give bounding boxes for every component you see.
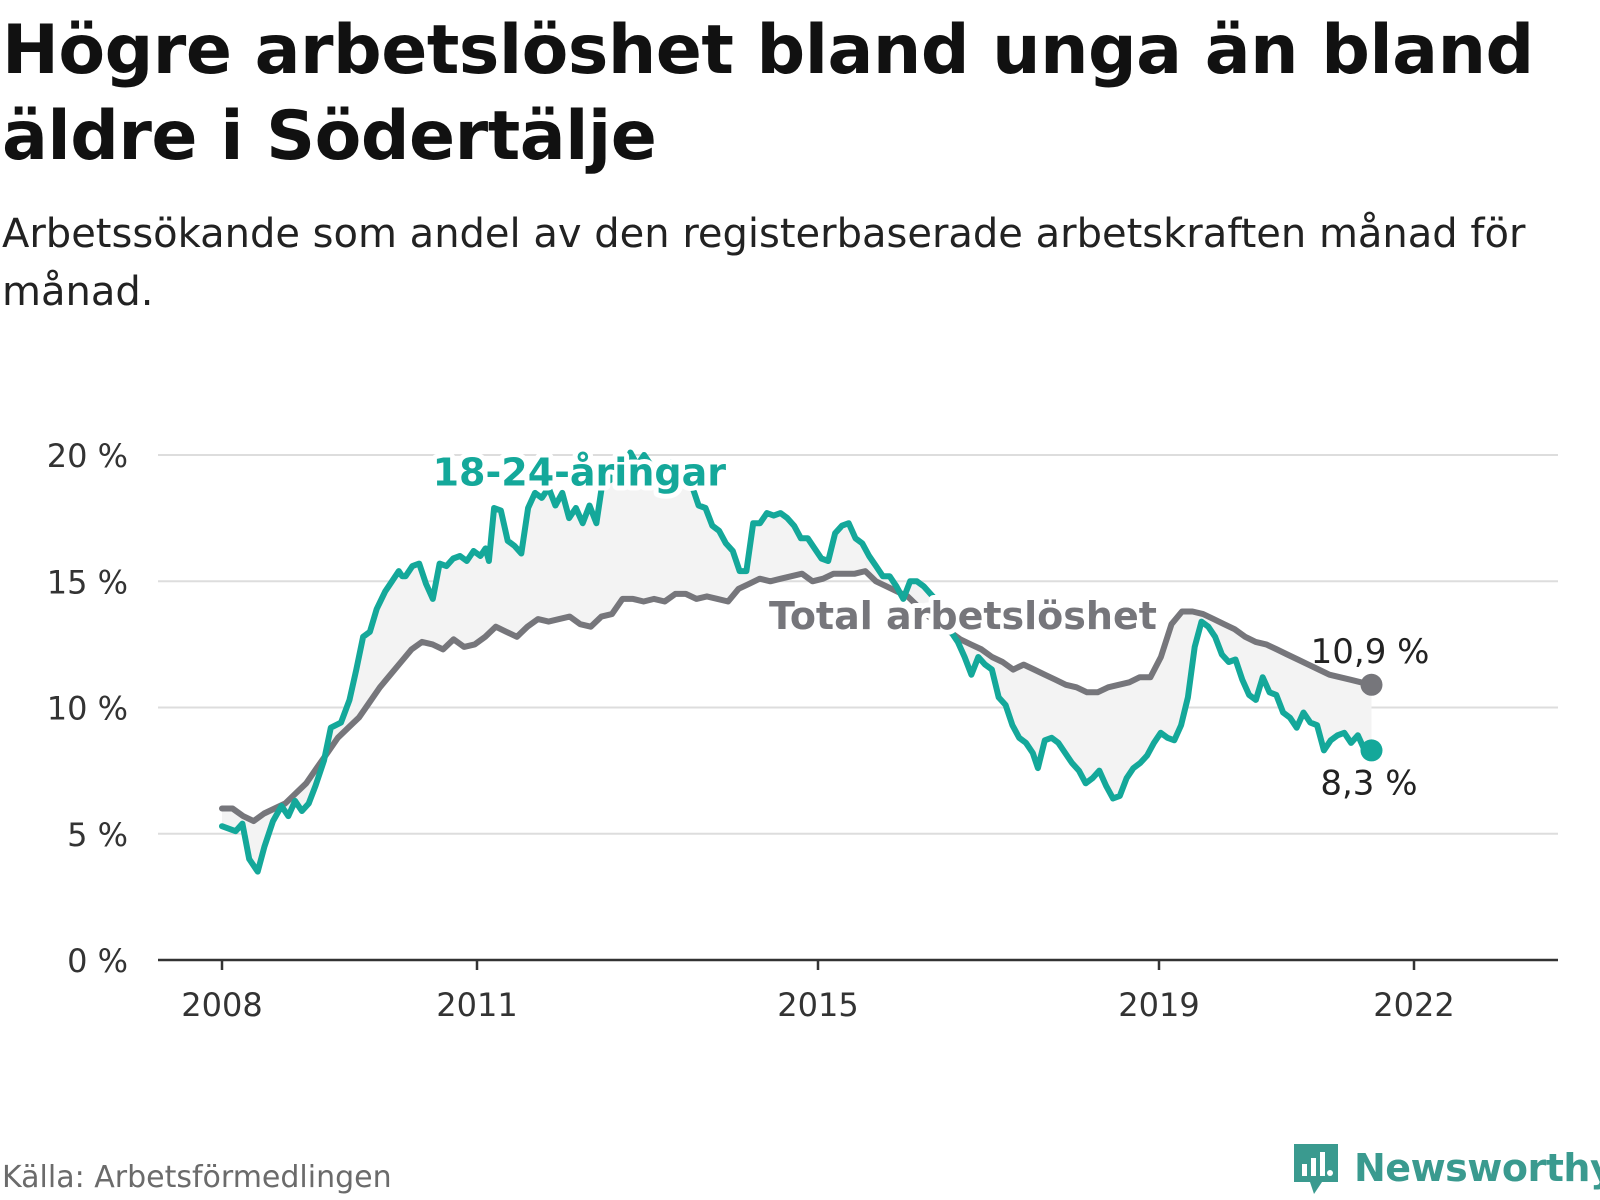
end-label-total: 10,9 %	[1311, 632, 1430, 672]
band-area	[222, 452, 1372, 872]
source-note: Källa: Arbetsförmedlingen	[2, 1160, 392, 1195]
chart-subtitle: Arbetssökande som andel av den registerb…	[2, 211, 1526, 315]
y-tick-label: 0 %	[67, 942, 128, 980]
end-marker-total	[1360, 673, 1383, 696]
y-tick-label: 10 %	[47, 690, 128, 728]
newsworthy-logo-icon	[1294, 1144, 1338, 1194]
brand-logo[interactable]: Newsworthy	[1290, 1140, 1600, 1196]
series-lines	[219, 449, 1383, 875]
y-tick-label: 15 %	[47, 563, 128, 601]
x-tick-label: 2019	[1118, 986, 1199, 1024]
axes: 0 % 5 % 10 % 15 % 20 % 2008 2011 2015 2019 2022	[47, 437, 1558, 1024]
series-line-youth	[219, 449, 1375, 875]
x-tick-label: 2022	[1373, 986, 1454, 1024]
series-labels: 10,9 %8,3 %18-24-åringar18-24-åringarTot…	[428, 445, 1430, 803]
x-tick-label: 2008	[181, 986, 262, 1024]
y-tick-label: 5 %	[67, 816, 128, 854]
x-tick-label: 2015	[777, 986, 858, 1024]
x-tick-label: 2011	[436, 986, 517, 1024]
end-label-youth: 8,3 %	[1320, 763, 1417, 803]
series-label-youth: 18-24-åringar	[433, 450, 727, 494]
difference-band	[222, 452, 1372, 872]
series-label-total: Total arbetslöshet	[769, 594, 1157, 638]
series-label-youth-halo: 18-24-åringar	[433, 450, 727, 494]
brand-name: Newsworthy	[1354, 1146, 1600, 1190]
series-label-total-halo: Total arbetslöshet	[769, 594, 1157, 638]
end-marker-youth	[1360, 739, 1383, 762]
chart-title: Högre arbetslöshet bland unga än bland ä…	[2, 11, 1534, 176]
series-line-total	[219, 568, 1375, 825]
y-tick-label: 20 %	[47, 437, 128, 475]
